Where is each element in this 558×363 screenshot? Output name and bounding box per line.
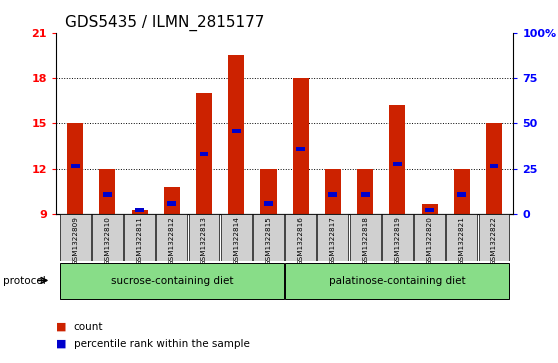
Text: palatinose-containing diet: palatinose-containing diet xyxy=(329,276,466,286)
Bar xyxy=(360,192,369,197)
Text: GSM1322821: GSM1322821 xyxy=(459,216,465,265)
Bar xyxy=(454,169,470,214)
Bar xyxy=(196,93,212,214)
Bar xyxy=(318,214,348,261)
Text: GSM1322817: GSM1322817 xyxy=(330,216,336,265)
Text: GDS5435 / ILMN_2815177: GDS5435 / ILMN_2815177 xyxy=(65,15,264,31)
Bar xyxy=(92,214,123,261)
Bar xyxy=(285,214,316,261)
Bar xyxy=(350,214,381,261)
Bar xyxy=(325,169,341,214)
Text: GSM1322813: GSM1322813 xyxy=(201,216,207,265)
Bar xyxy=(103,192,112,197)
Bar xyxy=(132,209,148,214)
Text: GSM1322819: GSM1322819 xyxy=(395,216,400,265)
Bar xyxy=(425,208,434,212)
Bar xyxy=(486,123,502,214)
Text: GSM1322810: GSM1322810 xyxy=(104,216,110,265)
Bar xyxy=(60,214,90,261)
Bar xyxy=(458,192,466,197)
Bar xyxy=(221,214,252,261)
Bar xyxy=(264,201,273,206)
Text: sucrose-containing diet: sucrose-containing diet xyxy=(110,276,233,286)
Bar xyxy=(489,164,498,168)
Bar xyxy=(232,129,240,133)
Bar xyxy=(135,208,144,212)
Bar xyxy=(292,78,309,214)
Text: GSM1322815: GSM1322815 xyxy=(266,216,272,265)
Bar xyxy=(67,123,83,214)
Bar xyxy=(357,169,373,214)
Text: GSM1322811: GSM1322811 xyxy=(137,216,143,265)
Bar xyxy=(156,214,187,261)
Text: GSM1322822: GSM1322822 xyxy=(491,216,497,265)
Text: GSM1322814: GSM1322814 xyxy=(233,216,239,265)
Text: ■: ■ xyxy=(56,339,66,349)
Bar xyxy=(329,192,338,197)
Bar xyxy=(446,214,477,261)
Text: GSM1322812: GSM1322812 xyxy=(169,216,175,265)
Bar xyxy=(421,204,437,214)
Bar xyxy=(99,169,116,214)
Text: GSM1322809: GSM1322809 xyxy=(72,216,78,265)
Bar xyxy=(285,263,509,299)
Bar xyxy=(163,187,180,214)
Bar xyxy=(261,169,277,214)
Text: GSM1322816: GSM1322816 xyxy=(297,216,304,265)
Text: GSM1322818: GSM1322818 xyxy=(362,216,368,265)
Bar xyxy=(393,162,402,166)
Bar xyxy=(189,214,219,261)
Bar xyxy=(389,105,406,214)
Bar xyxy=(167,201,176,206)
Bar xyxy=(228,55,244,214)
Bar xyxy=(296,147,305,151)
Bar xyxy=(60,263,284,299)
Bar xyxy=(124,214,155,261)
Bar xyxy=(382,214,413,261)
Bar xyxy=(414,214,445,261)
Text: GSM1322820: GSM1322820 xyxy=(426,216,432,265)
Bar xyxy=(71,164,80,168)
Bar xyxy=(479,214,509,261)
Text: ■: ■ xyxy=(56,322,66,332)
Text: count: count xyxy=(74,322,103,332)
Text: percentile rank within the sample: percentile rank within the sample xyxy=(74,339,249,349)
Bar xyxy=(253,214,284,261)
Text: protocol: protocol xyxy=(3,276,46,286)
Bar xyxy=(200,152,209,156)
